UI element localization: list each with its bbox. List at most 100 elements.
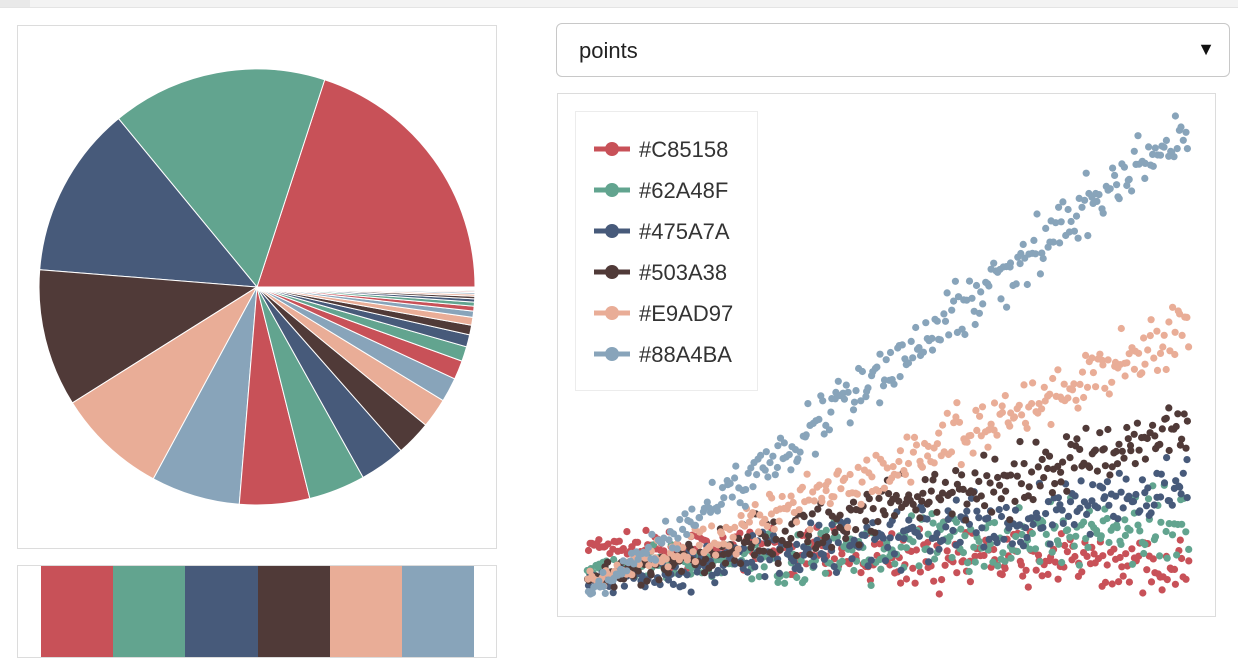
scatter-point: [1072, 212, 1081, 220]
scatter-point: [975, 477, 983, 485]
scatter-point: [702, 555, 710, 563]
scatter-point: [1121, 372, 1129, 380]
scatter-point: [901, 470, 909, 478]
scatter-point: [884, 543, 892, 551]
scatter-point: [771, 471, 779, 479]
scatter-point: [1008, 540, 1016, 548]
scatter-point: [634, 538, 642, 546]
scatter-point: [904, 359, 913, 367]
scatter-point: [965, 277, 974, 285]
scatter-point: [820, 555, 828, 563]
scatter-point: [890, 380, 898, 388]
legend-item[interactable]: #503A38: [594, 257, 754, 287]
scatter-point: [819, 397, 827, 405]
scatter-point: [1176, 536, 1184, 544]
scatter-point: [761, 573, 769, 581]
legend-item[interactable]: #88A4BA: [594, 339, 754, 369]
scatter-point: [861, 531, 869, 540]
scatter-point: [950, 297, 958, 305]
scatter-point: [912, 506, 920, 514]
scatter-point: [768, 494, 776, 502]
scatter-point: [971, 469, 979, 477]
scatter-point: [892, 491, 900, 500]
scatter-point: [918, 506, 926, 514]
scatter-point: [810, 562, 818, 570]
scatter-point: [1024, 583, 1032, 591]
scatter-point: [948, 306, 956, 314]
chart-type-select[interactable]: points ▼: [556, 23, 1230, 77]
scatter-point: [824, 478, 832, 486]
legend-item[interactable]: #C85158: [594, 134, 754, 164]
scatter-point: [749, 483, 757, 491]
scatter-point: [1096, 350, 1104, 358]
scatter-point: [838, 550, 846, 558]
scatter-point: [1114, 515, 1122, 523]
scatter-point: [863, 456, 871, 464]
scatter-point: [1057, 478, 1065, 486]
scatter-point: [904, 459, 913, 468]
scatter-point: [962, 516, 970, 524]
legend-item[interactable]: #E9AD97: [594, 298, 754, 328]
scatter-point: [623, 567, 631, 575]
scatter-point: [882, 356, 890, 364]
scatter-point: [793, 573, 801, 582]
scatter-point: [1039, 518, 1047, 526]
scatter-point: [1178, 435, 1186, 443]
scatter-point: [1115, 195, 1123, 203]
pie-slice: [256, 79, 476, 288]
scatter-point: [766, 556, 774, 564]
scatter-point: [941, 561, 949, 569]
scatter-point: [1180, 410, 1188, 418]
scatter-point: [838, 557, 846, 565]
scatter-point: [840, 395, 848, 403]
scatter-point: [997, 512, 1006, 521]
scatter-point: [1173, 551, 1181, 559]
scatter-point: [1010, 460, 1018, 468]
scatter-point: [1017, 480, 1025, 488]
legend-label: #62A48F: [639, 178, 729, 203]
scatter-point: [796, 566, 804, 574]
scatter-point: [1124, 435, 1132, 443]
legend-marker-icon: [594, 142, 630, 156]
scatter-point: [1127, 447, 1135, 455]
scatter-point: [1151, 432, 1159, 440]
scatter-point: [774, 559, 782, 567]
scatter-point: [770, 518, 778, 526]
scatter-point: [1029, 379, 1037, 387]
scatter-point: [781, 527, 789, 535]
scatter-point: [1118, 447, 1126, 455]
scatter-point: [1054, 366, 1062, 374]
scatter-point: [679, 582, 687, 590]
scatter-point: [857, 397, 865, 405]
legend-item[interactable]: #475A7A: [594, 216, 754, 246]
scatter-point: [844, 523, 852, 531]
scatter-point: [741, 502, 749, 510]
scatter-point: [1105, 538, 1113, 547]
scatter-point: [990, 399, 999, 407]
scatter-point: [691, 558, 699, 566]
scatter-point: [695, 541, 703, 549]
legend-item[interactable]: #62A48F: [594, 175, 754, 205]
scatter-point: [807, 519, 815, 527]
scatter-point: [969, 488, 977, 497]
scatter-point: [815, 521, 823, 529]
scatter-point: [687, 588, 695, 596]
scatter-point: [1151, 533, 1160, 541]
scatter-point: [770, 525, 778, 533]
scatter-point: [1066, 498, 1075, 506]
scatter-point: [772, 535, 780, 543]
scatter-point: [973, 426, 981, 434]
scatter-point: [1034, 463, 1042, 471]
scatter-point: [945, 331, 953, 339]
scatter-point: [776, 546, 784, 554]
scatter-point: [1086, 463, 1094, 472]
scatter-point: [857, 569, 865, 577]
legend-dot: [605, 347, 619, 361]
scatter-point: [1146, 332, 1154, 340]
scatter-point: [1108, 580, 1116, 588]
scatter-point: [1048, 521, 1056, 529]
scatter-point: [926, 547, 934, 555]
scatter-point: [822, 487, 830, 495]
scatter-point: [669, 580, 677, 588]
scatter-point: [911, 579, 919, 587]
